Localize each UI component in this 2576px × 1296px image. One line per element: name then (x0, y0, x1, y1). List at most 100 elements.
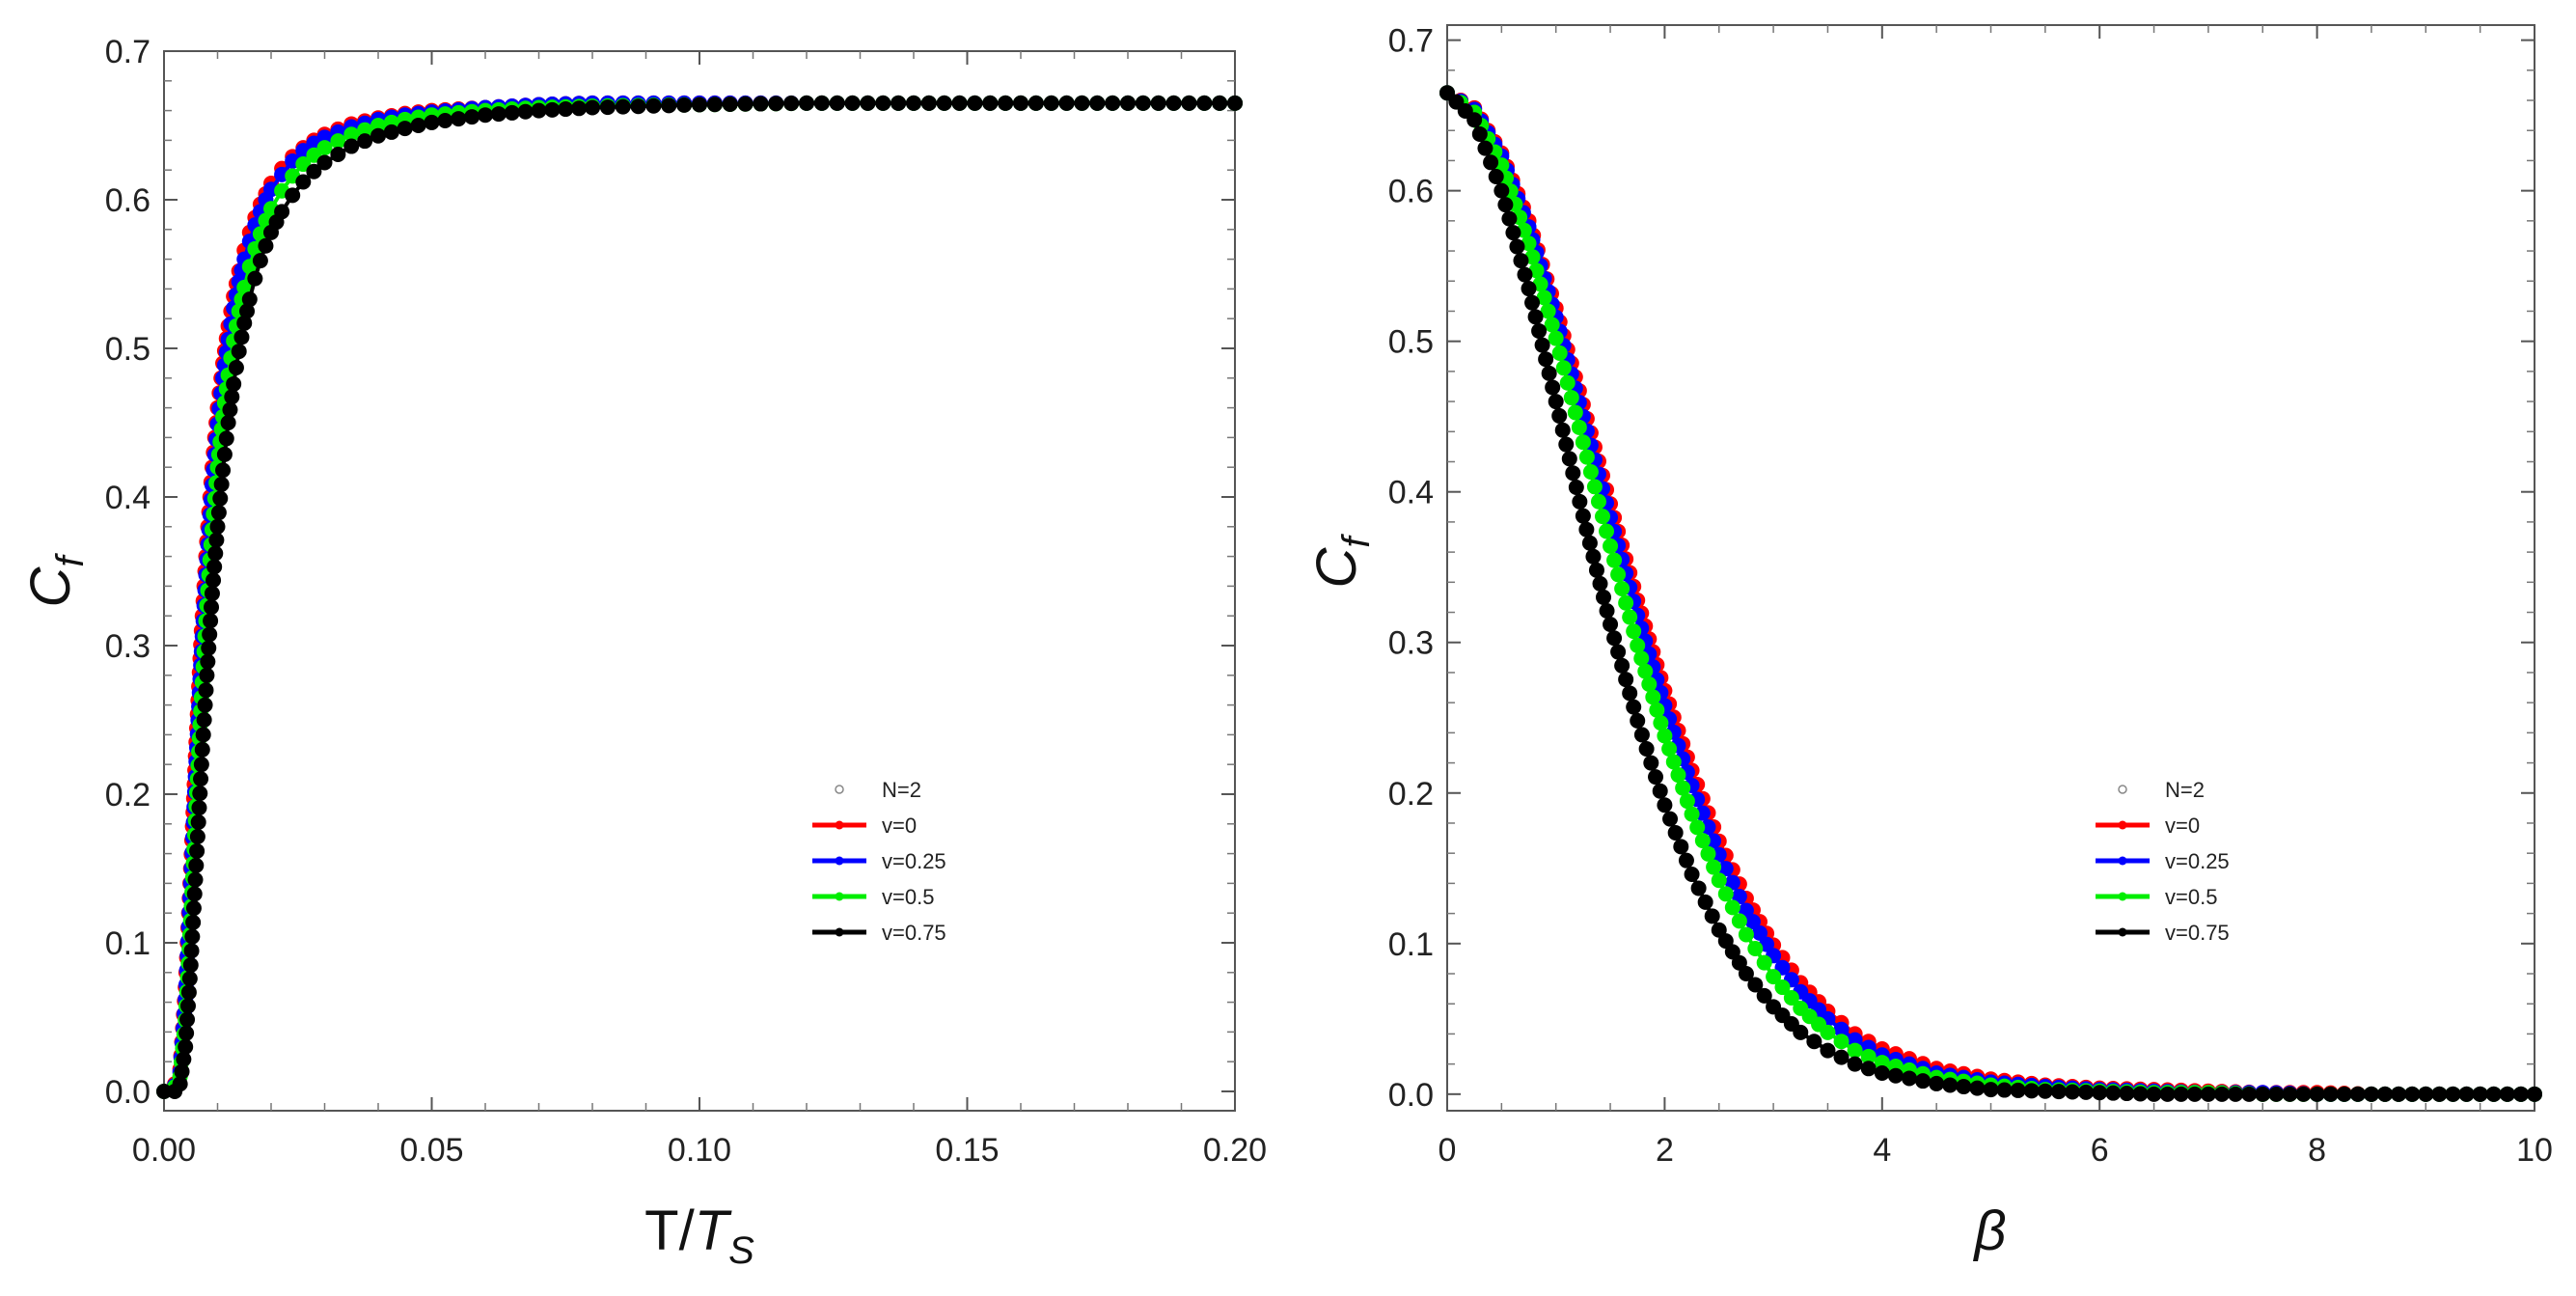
left-data-point (464, 109, 480, 125)
left-legend-label: v=0.25 (882, 849, 946, 873)
left-data-point (295, 156, 312, 173)
left-data-point (615, 98, 631, 115)
right-legend-marker (2118, 856, 2127, 866)
right-data-point (1540, 303, 1556, 319)
left-data-point (209, 518, 226, 535)
left-data-point (178, 1038, 194, 1055)
left-data-point (783, 96, 800, 112)
left-data-point (585, 99, 600, 116)
left-tick-labels: 0.00 0.05 0.10 0.15 0.20 0.0 0.1 0.2 0.3 0.4 0.5 0.… (105, 34, 1267, 1169)
right-data-point (1874, 1064, 1890, 1081)
right-data-point (2105, 1085, 2122, 1101)
right-data-point (1738, 926, 1754, 943)
right-data-point (1528, 262, 1545, 279)
right-chart-panel: 0 2 4 6 8 10 0.0 0.1 0.2 0.3 0.4 0.5 0.6 0.7 Cf β N=2… (1305, 23, 2553, 1262)
left-data-point (1196, 95, 1213, 111)
right-series-line (1445, 91, 2535, 1096)
right-data-point (1554, 422, 1571, 438)
left-data-point (357, 122, 373, 138)
right-series-line (1445, 91, 2535, 1096)
right-data-point (1571, 419, 1587, 435)
left-data-point (599, 99, 616, 116)
right-data-point (2092, 1085, 2108, 1101)
right-data-point (1670, 767, 1686, 784)
right-x-tick-label: 8 (2308, 1132, 2326, 1169)
right-plot-frame (1446, 24, 2535, 1112)
left-x-label-sub: S (728, 1229, 754, 1272)
right-data-point (2119, 1086, 2135, 1102)
right-data-point (1565, 465, 1581, 482)
right-data-point (1766, 969, 1782, 985)
left-data-point (228, 360, 244, 376)
left-data-point (207, 545, 224, 562)
left-data-point (504, 104, 520, 121)
right-data-point (2499, 1086, 2515, 1102)
right-data-point (1534, 337, 1550, 353)
left-data-point (179, 998, 196, 1014)
left-data-point (200, 653, 216, 670)
right-data-point (1630, 712, 1646, 729)
left-data-point (239, 303, 256, 319)
left-y-tick-label: 0.1 (105, 925, 151, 962)
right-series-line (1446, 91, 2535, 1096)
left-data-point (222, 401, 238, 418)
right-legend-label: v=0.5 (2165, 885, 2217, 909)
right-data-point (1494, 182, 1510, 199)
left-data-point (906, 95, 921, 111)
left-data-point (178, 1025, 195, 1041)
right-data-point (1606, 630, 1623, 647)
right-data-point (1603, 617, 1619, 633)
left-data-point (285, 187, 301, 204)
right-data-point (1833, 1034, 1850, 1050)
left-data-point (330, 133, 346, 150)
left-data-point (190, 814, 206, 831)
right-data-point (1678, 852, 1694, 869)
left-y-tick-label: 0.0 (105, 1074, 151, 1111)
right-data-point (1532, 276, 1548, 292)
left-data-point (206, 559, 223, 575)
left-data-point (185, 900, 202, 917)
left-data-point (236, 279, 253, 295)
left-data-point (967, 95, 983, 111)
left-legend-marker (835, 927, 844, 937)
right-data-point (1645, 689, 1661, 705)
right-data-point (1622, 685, 1638, 702)
left-data-point (571, 100, 588, 117)
left-y-tick-label: 0.2 (105, 777, 151, 813)
left-data-point (236, 315, 253, 331)
left-data-point (176, 1051, 192, 1067)
left-legend-marker (835, 856, 844, 866)
left-data-point (194, 741, 210, 758)
right-data-point (1563, 390, 1579, 406)
right-data-point (1684, 806, 1700, 822)
right-data-point (1641, 676, 1658, 692)
left-data-point (210, 505, 227, 521)
left-data-point (424, 114, 440, 130)
left-data-point (206, 572, 222, 589)
right-data-point (1610, 566, 1627, 583)
left-legend-label: N=2 (882, 778, 921, 802)
left-data-point (189, 842, 206, 859)
left-legend-item: N=2 (835, 778, 921, 802)
right-data-point (1633, 727, 1650, 743)
right-x-tick-label: 4 (1873, 1132, 1891, 1169)
left-data-point (184, 928, 201, 945)
right-data-point (2078, 1084, 2095, 1100)
right-data-point (2186, 1086, 2203, 1102)
left-data-point (982, 95, 999, 111)
left-data-point (517, 103, 534, 120)
left-data-point (197, 697, 213, 713)
right-data-point (1833, 1049, 1850, 1065)
right-data-series (1439, 85, 2542, 1102)
right-data-point (1706, 859, 1722, 875)
right-data-point (1717, 861, 1734, 877)
left-legend-item: v=0 (812, 813, 917, 838)
right-data-point (2322, 1086, 2339, 1102)
left-data-point (722, 96, 738, 112)
left-data-point (645, 97, 662, 114)
right-data-point (1603, 538, 1619, 554)
left-data-point (204, 586, 220, 602)
right-y-tick-label: 0.0 (1388, 1077, 1434, 1114)
right-data-point (2336, 1086, 2352, 1102)
right-y-tick-label: 0.6 (1388, 174, 1434, 210)
